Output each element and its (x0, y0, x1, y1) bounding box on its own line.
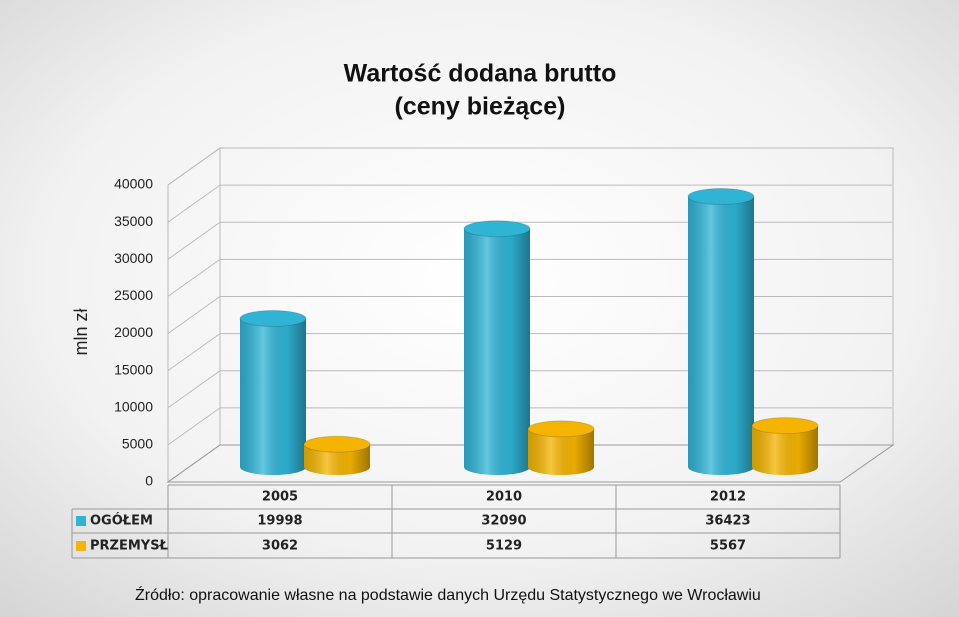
floor (166, 444, 895, 483)
y-tick-label: 35000 (114, 213, 153, 229)
grid-line (167, 407, 221, 446)
grid-line (167, 258, 221, 297)
source-note: Źródło: opracowanie własne na podstawie … (135, 585, 761, 604)
legend-label: PRZEMYSŁ (90, 539, 168, 554)
y-tick-label: 0 (145, 473, 153, 489)
chart-title: Wartość dodana brutto (344, 60, 617, 88)
chart-subtitle: (ceny bieżące) (395, 93, 566, 121)
grid-line (167, 147, 221, 186)
grid-line (167, 370, 221, 409)
bar-shade (240, 318, 306, 475)
legend-swatch (76, 541, 86, 551)
bar-shade (752, 425, 818, 475)
legend-label: OGÓŁEM (90, 513, 153, 529)
bar-shade (304, 444, 370, 475)
y-tick-label: 10000 (114, 398, 153, 414)
table-value: 5567 (710, 539, 746, 554)
x-tick-label: 2005 (262, 490, 298, 505)
table-value: 36423 (705, 514, 750, 529)
y-tick-label: 20000 (114, 324, 153, 340)
table-value: 5129 (486, 539, 522, 554)
y-tick-label: 25000 (114, 287, 153, 303)
grid-line (167, 221, 221, 260)
x-tick-label: 2012 (710, 490, 746, 505)
y-tick-label: 30000 (114, 250, 153, 266)
bar-top (463, 220, 531, 238)
y-tick-label: 40000 (114, 176, 153, 192)
bar-top (239, 310, 307, 328)
table-value: 3062 (262, 539, 298, 554)
bar-shade (528, 428, 594, 475)
bar-shade (688, 196, 754, 476)
grid-line (167, 184, 221, 223)
grid-line (167, 333, 221, 372)
y-axis-label: mln zł (71, 308, 91, 355)
x-tick-label: 2010 (486, 490, 522, 505)
y-tick-label: 15000 (114, 361, 153, 377)
grid-line (167, 296, 221, 334)
data-table (71, 484, 841, 559)
bar-top (303, 435, 371, 453)
y-tick-label: 5000 (122, 436, 153, 452)
table-value: 32090 (481, 514, 526, 529)
bar-top (687, 188, 755, 206)
table-value: 19998 (257, 514, 302, 529)
legend-swatch (76, 516, 86, 526)
bar-top (527, 420, 595, 438)
bar-shade (464, 228, 530, 475)
bar-top (751, 417, 819, 435)
